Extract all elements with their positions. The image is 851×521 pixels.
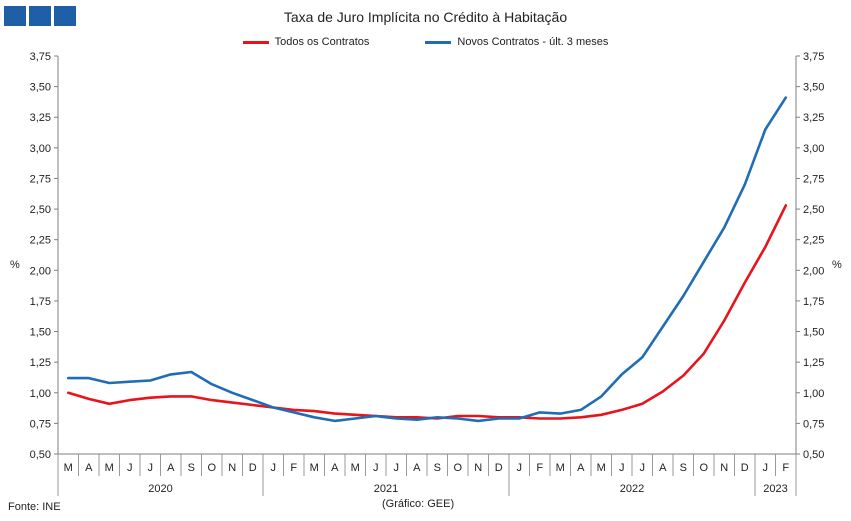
year-label: 2021 <box>374 483 398 495</box>
x-tick-label: J <box>394 462 400 474</box>
x-tick-label: J <box>517 462 523 474</box>
x-tick-label: D <box>741 462 749 474</box>
y-tick-label-left: 3,00 <box>30 143 51 155</box>
legend-item-novos: Novos Contratos - últ. 3 meses <box>425 36 608 48</box>
y-tick-label-left: 2,25 <box>30 235 51 247</box>
y-tick-label-right: 1,00 <box>803 388 824 400</box>
y-tick-label-right: 3,25 <box>803 112 824 124</box>
logo <box>4 6 76 26</box>
x-tick-label: M <box>105 462 114 474</box>
y-tick-label-right: 1,25 <box>803 357 824 369</box>
y-tick-label-right: 1,75 <box>803 296 824 308</box>
y-tick-label-left: 3,50 <box>30 82 51 94</box>
y-tick-label-left: 0,75 <box>30 418 51 430</box>
x-tick-label: S <box>188 462 195 474</box>
y-tick-label-left: 0,50 <box>30 449 51 461</box>
x-tick-label: A <box>167 462 175 474</box>
y-tick-label-left: 2,00 <box>30 265 51 277</box>
x-tick-label: D <box>495 462 503 474</box>
x-tick-label: N <box>228 462 236 474</box>
x-tick-label: M <box>64 462 73 474</box>
x-tick-label: A <box>659 462 667 474</box>
x-tick-label: J <box>148 462 154 474</box>
x-tick-label: S <box>680 462 687 474</box>
y-tick-label-right: 2,50 <box>803 204 824 216</box>
x-tick-label: J <box>763 462 769 474</box>
x-tick-label: S <box>434 462 441 474</box>
x-tick-label: A <box>577 462 585 474</box>
x-tick-label: F <box>290 462 297 474</box>
year-label: 2022 <box>620 483 644 495</box>
x-tick-label: M <box>597 462 606 474</box>
x-tick-label: D <box>249 462 257 474</box>
x-tick-label: F <box>536 462 543 474</box>
x-tick-label: A <box>85 462 93 474</box>
legend-label-todos: Todos os Contratos <box>274 36 370 48</box>
x-tick-label: J <box>619 462 625 474</box>
x-tick-label: A <box>413 462 421 474</box>
y-tick-label-left: 1,00 <box>30 388 51 400</box>
chart-title: Taxa de Juro Implícita no Crédito à Habi… <box>283 9 568 25</box>
y-axis-unit-left: % <box>10 259 20 271</box>
x-tick-label: N <box>474 462 482 474</box>
x-tick-label: J <box>640 462 646 474</box>
x-tick-label: F <box>782 462 789 474</box>
series-line-todos-os-contratos <box>67 204 788 420</box>
y-tick-label-left: 1,25 <box>30 357 51 369</box>
y-axis-unit-right: % <box>832 259 842 271</box>
x-tick-label: M <box>556 462 565 474</box>
year-label: 2023 <box>763 483 787 495</box>
y-tick-label-right: 2,75 <box>803 173 824 185</box>
y-tick-label-left: 1,50 <box>30 327 51 339</box>
x-tick-label: O <box>207 462 216 474</box>
y-tick-label-right: 3,50 <box>803 82 824 94</box>
y-tick-label-right: 0,75 <box>803 418 824 430</box>
legend-swatch-todos <box>242 40 269 44</box>
series-line-novos-contratos <box>67 96 788 423</box>
logo-square-icon <box>54 6 76 26</box>
y-tick-label-right: 0,50 <box>803 449 824 461</box>
y-tick-label-left: 3,25 <box>30 112 51 124</box>
legend: Todos os Contratos Novos Contratos - últ… <box>0 36 851 48</box>
source-note: Fonte: INE <box>8 501 61 513</box>
x-tick-label: M <box>351 462 360 474</box>
logo-square-icon <box>4 6 26 26</box>
y-tick-label-right: 2,00 <box>803 265 824 277</box>
x-tick-label: M <box>310 462 319 474</box>
logo-square-icon <box>29 6 51 26</box>
year-label: 2020 <box>148 483 172 495</box>
legend-label-novos: Novos Contratos - últ. 3 meses <box>457 36 609 48</box>
y-tick-label-right: 3,75 <box>803 51 824 63</box>
x-tick-label: A <box>331 462 339 474</box>
y-tick-label-left: 2,50 <box>30 204 51 216</box>
y-tick-label-right: 3,00 <box>803 143 824 155</box>
y-tick-label-left: 2,75 <box>30 173 51 185</box>
x-tick-label: J <box>373 462 379 474</box>
y-tick-label-right: 2,25 <box>803 235 824 247</box>
legend-item-todos: Todos os Contratos <box>242 36 370 48</box>
credit-note: (Gráfico: GEE) <box>382 498 455 510</box>
x-tick-label: J <box>271 462 277 474</box>
legend-swatch-novos <box>425 40 452 44</box>
y-tick-label-left: 3,75 <box>30 51 51 63</box>
x-tick-label: J <box>127 462 133 474</box>
x-tick-label: O <box>453 462 462 474</box>
y-tick-label-right: 1,50 <box>803 327 824 339</box>
y-tick-label-left: 1,75 <box>30 296 51 308</box>
x-tick-label: O <box>699 462 708 474</box>
x-tick-label: N <box>720 462 728 474</box>
